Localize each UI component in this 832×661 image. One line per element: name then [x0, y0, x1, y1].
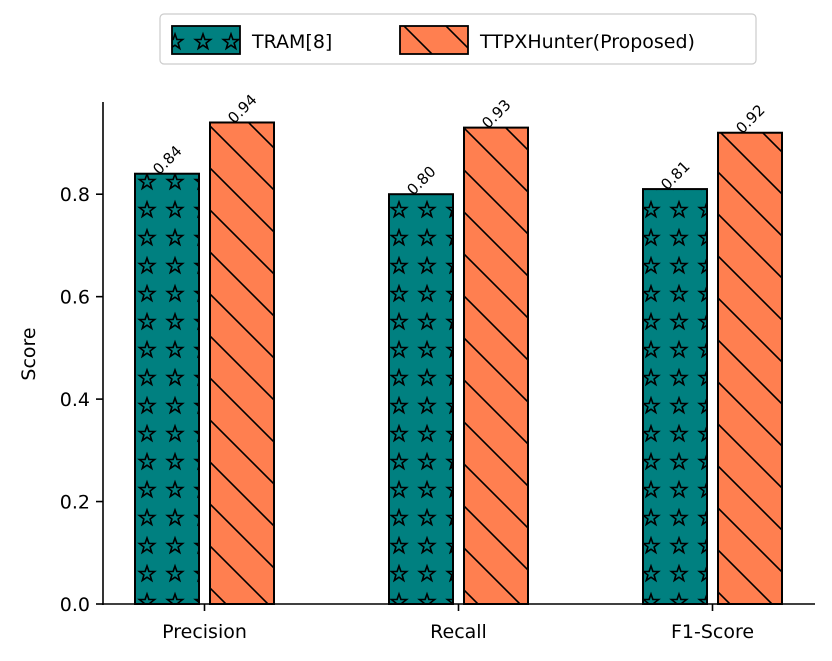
- y-axis-title: Score: [18, 327, 40, 380]
- x-tick-label-recall: Recall: [430, 621, 487, 643]
- bar-ttpxhunter-recall: [463, 126, 529, 605]
- y-tick-label: 0.0: [60, 594, 90, 616]
- legend-swatch-ttpxhunter: [399, 25, 469, 55]
- y-axis: 0.0 0.2 0.4 0.6 0.8: [60, 184, 103, 616]
- y-tick-label: 0.2: [60, 492, 90, 514]
- bar-ttpxhunter-f1-score: [717, 131, 783, 606]
- legend-label-ttpxhunter: TTPXHunter(Proposed): [479, 31, 695, 53]
- bar-tram-precision: [134, 172, 200, 605]
- x-tick-label-precision: Precision: [162, 621, 247, 643]
- legend-label-tram: TRAM[8]: [251, 31, 332, 53]
- bar-tram-recall: [388, 193, 454, 606]
- x-tick-label-f1-score: F1-Score: [671, 621, 754, 643]
- bars-group: 0.840.940.800.930.810.92: [134, 91, 783, 606]
- bar-ttpxhunter-precision: [209, 121, 275, 605]
- y-tick-label: 0.4: [60, 389, 90, 411]
- legend-swatch-tram: [171, 25, 241, 55]
- x-axis: Precision Recall F1-Score: [162, 604, 754, 643]
- bar-tram-f1-score: [642, 188, 708, 605]
- y-tick-label: 0.8: [60, 184, 90, 206]
- legend: TRAM[8] TTPXHunter(Proposed): [159, 13, 757, 65]
- y-tick-label: 0.6: [60, 287, 90, 309]
